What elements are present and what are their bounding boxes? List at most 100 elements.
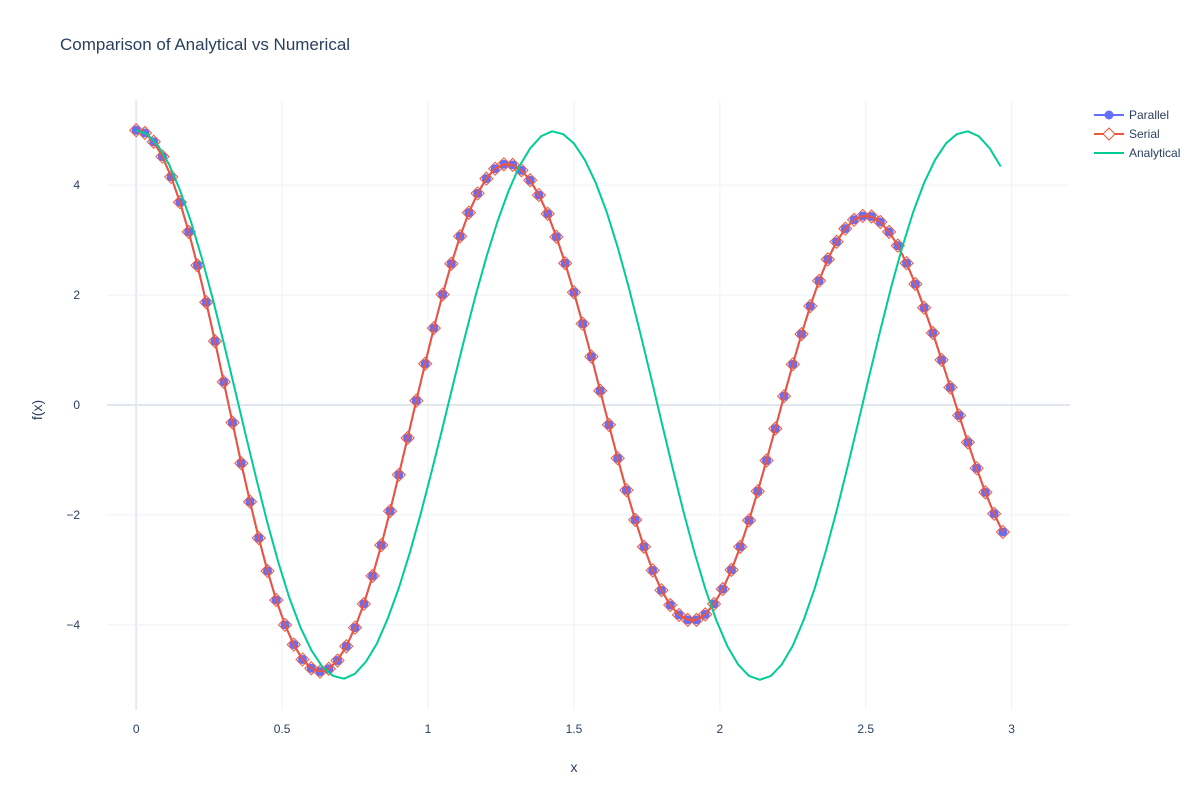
point-serial [627,512,643,528]
point-serial [426,320,442,336]
point-serial [619,482,634,498]
point-serial [365,568,380,584]
y-axis-title: f(x) [29,400,45,420]
point-serial [251,530,266,546]
point-serial [995,524,1011,540]
point-serial [444,256,459,271]
point-serial [391,467,407,483]
point-serial [435,287,450,302]
point-serial [549,229,564,245]
point-serial [216,374,231,390]
point-serial [785,357,800,372]
point-serial [199,295,214,310]
point-serial [934,352,949,368]
point-serial [584,349,599,364]
point-serial [663,597,678,613]
point-serial [645,563,660,578]
point-serial [374,537,389,553]
point-serial [776,388,792,404]
y-tick-label: −2 [66,508,80,522]
legend-parallel-swatch-marker [1104,110,1114,120]
point-serial [838,221,853,236]
point-serial [733,539,748,554]
point-serial [873,214,888,230]
point-serial [908,276,923,292]
point-serial [531,187,547,203]
point-serial [163,169,179,185]
series-serial [128,123,1011,679]
x-tick-label: 2.5 [857,722,874,736]
point-serial [829,234,844,249]
point-serial [820,252,835,267]
point-serial [951,408,967,423]
y-tick-label: 0 [73,398,80,412]
point-serial [146,134,161,149]
point-serial [356,596,372,612]
point-serial [347,620,363,635]
point-serial [724,562,739,578]
point-serial [277,617,293,633]
point-serial [461,205,477,220]
point-serial [260,563,275,579]
x-tick-label: 2 [716,722,723,736]
series-line-analytical [135,129,1002,681]
point-serial [540,206,555,221]
point-serial [400,430,415,446]
point-serial [978,485,993,500]
y-tick-label: 4 [73,178,80,192]
x-axis-title: x [571,759,578,775]
x-tick-label: 1 [425,722,432,736]
point-serial [225,415,240,430]
chart-title: Comparison of Analytical vs Numerical [60,35,350,54]
point-serial [566,285,582,300]
point-serial [479,171,494,186]
y-tick-label: −4 [66,618,80,632]
point-serial [304,661,319,676]
point-serial [759,453,774,468]
point-serial [986,506,1002,522]
point-serial [969,460,984,476]
point-serial [741,513,757,528]
series-layer [128,123,1011,681]
point-serial [768,421,783,436]
point-serial [698,607,713,622]
point-serial [269,592,284,608]
point-serial [636,539,652,554]
point-serial [811,273,827,289]
legend-item-parallel[interactable]: Parallel [1094,108,1169,122]
point-serial [610,451,625,466]
legend-serial-swatch-marker [1102,127,1116,141]
point-serial [864,209,879,224]
x-tick-label: 1.5 [566,722,583,736]
point-serial [522,173,538,188]
point-serial [557,256,573,271]
point-serial [409,393,424,408]
legend-item-analytical[interactable]: Analytical [1094,146,1180,160]
legend-label-serial: Serial [1129,127,1160,141]
point-serial [155,149,170,164]
point-serial [916,300,932,315]
point-serial [382,503,398,519]
point-serial [881,224,897,240]
point-serial [514,163,529,178]
legend-label-analytical: Analytical [1129,146,1180,160]
tick-layer: 0 0.5 1 1.5 2 2.5 3 −4 −2 0 2 4 [66,178,1015,736]
point-serial [654,582,669,598]
point-serial [715,581,730,597]
point-serial [592,383,608,398]
point-serial [794,326,809,342]
x-tick-label: 0.5 [274,722,291,736]
point-serial [128,123,144,138]
point-serial [943,380,958,395]
point-serial [925,325,941,341]
x-tick-label: 3 [1008,722,1015,736]
point-serial [339,639,354,654]
series-analytical [135,129,1002,681]
legend[interactable]: Parallel Serial Analytical [1094,108,1180,160]
legend-label-parallel: Parallel [1129,108,1169,122]
grid-layer [107,100,1070,710]
legend-item-serial[interactable]: Serial [1094,127,1160,141]
point-serial [689,612,704,628]
